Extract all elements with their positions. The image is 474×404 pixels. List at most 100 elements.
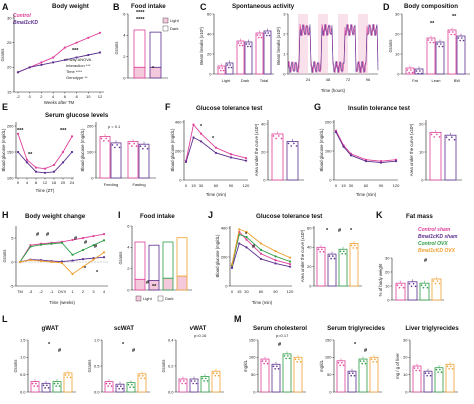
legend-bmal1: Bmal1cKD: [13, 20, 38, 26]
panel-e-bar-bmal1-dot: [118, 146, 121, 149]
panel-m-3-bar-dot: [439, 368, 441, 371]
panel-i-legend-light: Light: [143, 296, 153, 301]
panel-d-ytick: 20: [395, 31, 400, 36]
panel-a-point: [40, 61, 43, 64]
panel-f-series-line: [185, 136, 247, 163]
panel-a-ytick: 25: [7, 40, 12, 45]
panel-a-point: [98, 31, 102, 34]
panel-g-point: [379, 161, 383, 164]
panel-l-scwat-bar-dot: [142, 375, 144, 377]
panel-l-vwat-bar-dot: [194, 380, 196, 382]
panel-c-bar-plot: Light Dark Total: [217, 28, 272, 83]
panel-c-bar-control-dot: [218, 67, 221, 69]
panel-c-bar-bmal1-dot: [248, 43, 250, 45]
panel-g-series-line: [335, 131, 397, 164]
panel-f-star-1: *: [200, 124, 203, 130]
panel-i-star-1: #: [146, 280, 149, 286]
panel-h-xtick: 4: [103, 289, 106, 294]
panel-c-dark-period: [318, 14, 328, 74]
panel-h-star-5: #: [94, 244, 97, 250]
panel-l-gwat-star: *: [48, 342, 51, 348]
panel-a-stat-3: Time ****: [66, 69, 83, 74]
panel-e-bar-bmal1-dot: [111, 144, 114, 146]
panel-l-vwat-bar-dot: [184, 382, 187, 385]
panel-c-bar-bmal1-dot: [229, 64, 231, 66]
panel-g-series-line: [335, 130, 397, 162]
panel-h-xtick: OVX: [58, 289, 67, 294]
panel-j-point: [238, 228, 241, 231]
panel-k-ylabel: % of body weight: [378, 263, 383, 297]
panel-l-gwat-bar-dot: [55, 385, 57, 387]
panel-m-1-bar-dot: [283, 355, 286, 357]
panel-l-vwat-bar-dot: [201, 377, 204, 380]
panel-a-xtick: 12: [98, 94, 103, 99]
panel-b-ytick: 6: [123, 11, 126, 16]
panel-l-vwat-title: vWAT: [190, 325, 207, 332]
panel-b-legend-light: Light: [170, 18, 180, 23]
panel-m-2-bar-dot: [375, 361, 378, 363]
panel-m-1-pval: p=0.17: [276, 333, 289, 338]
panel-c: C Spontaneous activity Beam breaks (x10³…: [199, 2, 379, 93]
panel-h-star-4: #: [84, 240, 87, 246]
panel-j-point: [259, 257, 263, 261]
panel-e-xtick: 0: [17, 180, 20, 185]
panel-j-point: [288, 256, 292, 259]
panel-d-bar-control-dot: [448, 31, 451, 33]
panel-k-bar-dot: [412, 283, 415, 285]
panel-l-scwat-star: #: [132, 348, 135, 354]
panel-l-scwat-ylabel: Grams: [87, 360, 92, 373]
panel-m-3-ytick: 20: [403, 355, 408, 360]
panel-c-category: Light: [222, 78, 232, 83]
panel-g-bar: [444, 134, 457, 181]
panel-h-title: Body weight change: [25, 213, 86, 220]
panel-d-bar-bmal1-dot: [440, 43, 442, 45]
panel-e-point: [25, 161, 29, 164]
panel-d-bar-control-dot: [427, 39, 430, 41]
panel-e-ylabel-2: Blood glucose (mg/dL): [80, 128, 85, 172]
panel-m-1-bar-dot: [277, 367, 280, 370]
panel-g-bar-dot: [430, 133, 433, 136]
panel-e-star-3: ***: [60, 128, 67, 134]
panel-d-category: Lean: [432, 78, 441, 83]
panel-f-star-2: *: [212, 136, 215, 142]
panel-h-point: [92, 244, 95, 247]
panel-j-bar-ytick: 60: [307, 225, 312, 230]
panel-g-bar-plot: [429, 129, 457, 181]
panel-a-point: [40, 63, 43, 66]
panel-e-bar-bmal1-dot: [146, 147, 149, 150]
panel-g-point: [342, 145, 345, 148]
panel-m-1-ytick: 50: [251, 372, 256, 377]
panel-j-bar-ytick: 0: [309, 283, 312, 288]
panel-c-line-ytick: 1: [283, 51, 286, 56]
panel-l-gwat-bar-dot: [31, 382, 34, 385]
panel-j-bar: [316, 246, 326, 287]
panel-d-ylabel: Grams: [388, 40, 393, 53]
panel-b-plot: [133, 29, 162, 79]
panel-j-bar-dot: [352, 247, 354, 249]
panel-a-title: Body weight: [52, 3, 89, 10]
panel-f-bar-dot: [272, 135, 275, 137]
panel-j-point: [259, 248, 263, 252]
panel-j-point: [274, 259, 277, 262]
panel-m-1-ylabel: mg/dL: [243, 359, 248, 372]
panel-d-bar-control-dot: [450, 33, 452, 36]
panel-a-point: [52, 56, 55, 59]
panel-d-ytick: 0: [397, 71, 400, 76]
panel-e-series-line: [17, 133, 73, 170]
panel-i-ylabel: Grams: [118, 252, 123, 265]
panel-g-point: [394, 160, 398, 163]
panel-m-1-bar-dot: [294, 358, 297, 361]
panel-j-xtick: 60: [259, 289, 264, 294]
panel-f-xlabel: Time (min): [206, 192, 227, 197]
panel-j-point: [238, 242, 241, 245]
panel-d-title: Body composition: [404, 3, 458, 10]
panel-g-bar-dot: [445, 136, 448, 138]
panel-m-2-bar-dot: [352, 372, 354, 375]
panel-j-bar-dot: [354, 244, 356, 247]
panel-d-bar-control-dot: [432, 41, 435, 44]
panel-c-dark-period: [298, 14, 308, 74]
panel-h-ytick: 5: [11, 235, 14, 240]
panel-c-line-xtick: 72: [346, 77, 351, 82]
panel-h-point: [102, 233, 106, 236]
panel-d-star-2: **: [452, 14, 457, 20]
